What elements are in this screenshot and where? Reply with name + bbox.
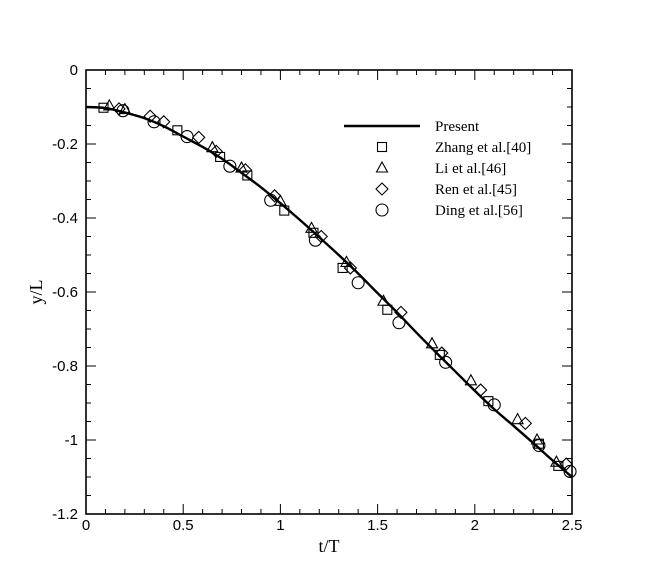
x-tick-label: 1.5 xyxy=(367,517,388,534)
curve-layer xyxy=(85,105,573,478)
diamond-marker xyxy=(209,144,224,159)
y-tick-label: -0.2 xyxy=(52,136,78,153)
diamond-marker xyxy=(559,457,573,471)
circle-marker xyxy=(375,203,389,217)
legend-label: Ren et al.[45] xyxy=(435,182,517,198)
circle-marker xyxy=(264,193,278,207)
circle-marker xyxy=(308,233,322,247)
diamond-marker xyxy=(394,305,408,320)
x-tick-label: 1 xyxy=(276,517,284,534)
diamond-marker xyxy=(343,261,358,275)
y-tick-label: -1 xyxy=(65,432,78,449)
square-marker xyxy=(279,205,290,216)
triangle-marker xyxy=(550,455,563,467)
y-tick-label: -0.8 xyxy=(52,358,78,375)
diamond-marker xyxy=(191,130,206,145)
triangle-marker xyxy=(425,336,439,349)
square-marker xyxy=(98,102,109,113)
triangle-marker xyxy=(118,102,132,115)
circle-marker xyxy=(563,464,577,479)
triangle-marker xyxy=(511,412,524,425)
circle-marker xyxy=(351,276,365,290)
y-axis-title: y/L xyxy=(26,280,46,305)
circle-marker xyxy=(223,159,237,173)
diamond-marker xyxy=(518,416,533,431)
triangle-marker xyxy=(375,160,389,173)
circle-marker xyxy=(392,316,406,330)
legend-label: Present xyxy=(435,119,480,135)
legend-entry: Li et al.[46] xyxy=(375,160,506,177)
legend-entry: Present xyxy=(344,119,480,135)
circle-marker xyxy=(487,398,501,412)
circle-marker xyxy=(439,355,453,369)
legend: Present Zhang et al.[40] Li et al.[46] Ren … xyxy=(344,119,531,219)
x-tick-label: 0 xyxy=(82,517,90,534)
circle-marker xyxy=(116,104,130,118)
diamond-marker xyxy=(238,163,253,177)
diamond-marker xyxy=(434,346,449,360)
square-marker xyxy=(337,262,348,274)
legend-entry: Zhang et al.[40] xyxy=(376,140,531,156)
y-tick-label: -0.6 xyxy=(52,284,78,301)
triangle-marker xyxy=(530,432,544,445)
marker-layer xyxy=(98,98,577,479)
circle-marker xyxy=(532,438,546,453)
y-tick-label: -0.4 xyxy=(52,210,78,227)
legend-entry: Ding et al.[56] xyxy=(375,203,523,219)
x-tick-label: 2.5 xyxy=(562,517,583,534)
present-curve xyxy=(85,105,573,478)
legend-label: Zhang et al.[40] xyxy=(435,140,531,156)
square-marker xyxy=(242,170,253,181)
triangle-marker xyxy=(305,221,318,233)
plot-frame xyxy=(85,69,573,515)
diamond-marker xyxy=(375,182,389,196)
y-tick-label: -1.2 xyxy=(52,506,78,523)
x-tick-labels: 0 0.5 1 1.5 2 2.5 xyxy=(82,517,583,534)
square-marker xyxy=(376,141,388,153)
legend-entry: Ren et al.[45] xyxy=(375,182,517,198)
circle-marker xyxy=(147,115,161,129)
triangle-marker xyxy=(102,98,116,111)
y-tick-label: 0 xyxy=(70,62,78,79)
axis-ticks xyxy=(85,69,573,515)
x-axis-title: t/T xyxy=(319,536,340,556)
x-tick-label: 0.5 xyxy=(173,517,194,534)
square-marker xyxy=(172,125,183,136)
y-tick-labels: 0 -0.2 -0.4 -0.6 -0.8 -1 -1.2 xyxy=(52,62,78,523)
triangle-marker xyxy=(464,373,478,386)
triangle-marker xyxy=(377,294,390,306)
diamond-marker xyxy=(143,109,157,124)
triangle-marker xyxy=(273,194,287,206)
legend-label: Li et al.[46] xyxy=(435,161,506,177)
circle-marker xyxy=(180,130,194,144)
x-tick-label: 2 xyxy=(471,517,479,534)
diamond-marker xyxy=(473,383,488,397)
legend-label: Ding et al.[56] xyxy=(435,203,523,219)
